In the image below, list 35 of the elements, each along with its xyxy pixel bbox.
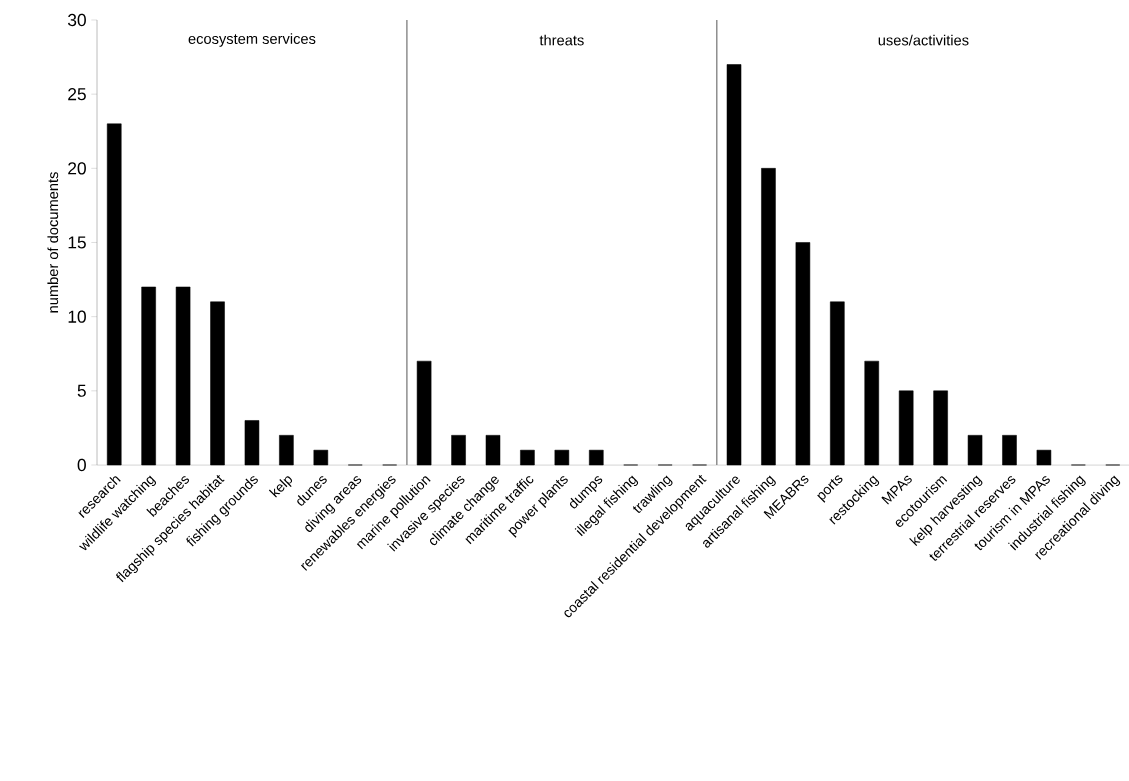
bar (451, 435, 466, 466)
bar (589, 449, 604, 466)
bar (141, 286, 156, 466)
annotation: ecosystem services (188, 33, 316, 47)
y-axis-title: number of documents (47, 172, 59, 313)
bar (313, 449, 329, 466)
bar (1036, 449, 1052, 466)
bar (485, 435, 501, 466)
bar (761, 168, 776, 466)
y-tick-label: 5 (77, 384, 86, 397)
bar (106, 123, 122, 466)
bar (520, 449, 535, 466)
bar (279, 435, 294, 466)
y-tick-label: 25 (68, 88, 86, 101)
bar (726, 64, 742, 466)
annotation: threats (539, 34, 584, 46)
bar (554, 449, 570, 466)
bar (795, 242, 811, 466)
y-tick-label: 0 (77, 458, 86, 472)
y-tick-label: 15 (68, 236, 86, 249)
bar (416, 360, 432, 466)
y-tick-label: 10 (68, 310, 86, 323)
bar (898, 390, 914, 466)
y-tick-label: 30 (67, 13, 86, 27)
bar (1002, 435, 1017, 466)
bar (210, 301, 225, 466)
bar (864, 360, 880, 466)
bar (830, 301, 845, 466)
x-tick-label: kelp (268, 476, 293, 498)
y-tick-label: 20 (68, 162, 86, 175)
bar (244, 420, 260, 466)
bar (967, 435, 983, 466)
bar (933, 390, 948, 466)
annotation: uses/activities (878, 34, 969, 46)
bar (175, 286, 191, 466)
